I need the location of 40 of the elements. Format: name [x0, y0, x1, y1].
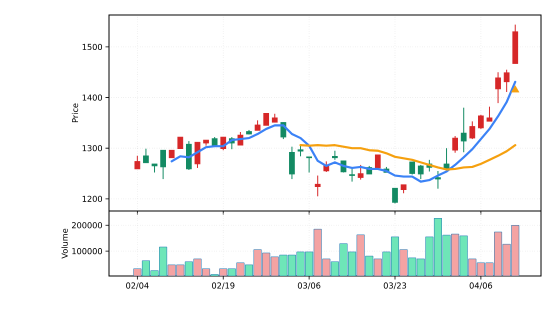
candlestick	[332, 150, 338, 160]
candlestick	[460, 107, 467, 153]
y-tick-label: 1400	[82, 94, 102, 101]
candlestick	[392, 188, 398, 204]
candlestick	[289, 146, 295, 180]
candlestick	[143, 148, 149, 164]
candlestick	[349, 168, 355, 182]
candlestick	[495, 72, 501, 104]
candlestick	[160, 150, 166, 180]
y-axis-title: Volume	[61, 228, 68, 259]
candlestick	[409, 161, 416, 176]
candlestick	[504, 69, 510, 92]
candlestick	[469, 120, 476, 140]
candlestick	[314, 175, 321, 197]
candlestick	[374, 154, 381, 168]
candlestick	[254, 120, 260, 131]
x-tick-label: 04/06	[470, 282, 492, 290]
candlestick	[478, 114, 484, 130]
candlestick	[435, 170, 441, 190]
candlestick	[298, 145, 304, 157]
y-tick-label: 1200	[82, 196, 102, 202]
candlestick	[306, 156, 312, 174]
line-series	[170, 80, 516, 183]
y-tick-label: 1500	[82, 44, 102, 50]
candlestick	[263, 112, 270, 126]
candlestick	[418, 164, 424, 180]
y-tick-label: 200000	[72, 222, 102, 228]
y-tick-label: 100000	[72, 248, 102, 254]
candlestick	[452, 136, 458, 154]
x-tick-label: 02/19	[212, 282, 234, 290]
x-tick-label: 03/23	[384, 282, 406, 290]
candlestick	[177, 136, 184, 150]
x-tick-label: 03/06	[298, 282, 320, 290]
candlestick	[358, 164, 364, 180]
candlestick	[134, 155, 140, 170]
candlestick	[486, 106, 492, 122]
line-series	[299, 144, 516, 171]
y-tick-label: 1300	[82, 145, 102, 152]
x-tick-label: 02/04	[126, 282, 149, 290]
y-axis-title: Price	[72, 103, 78, 122]
